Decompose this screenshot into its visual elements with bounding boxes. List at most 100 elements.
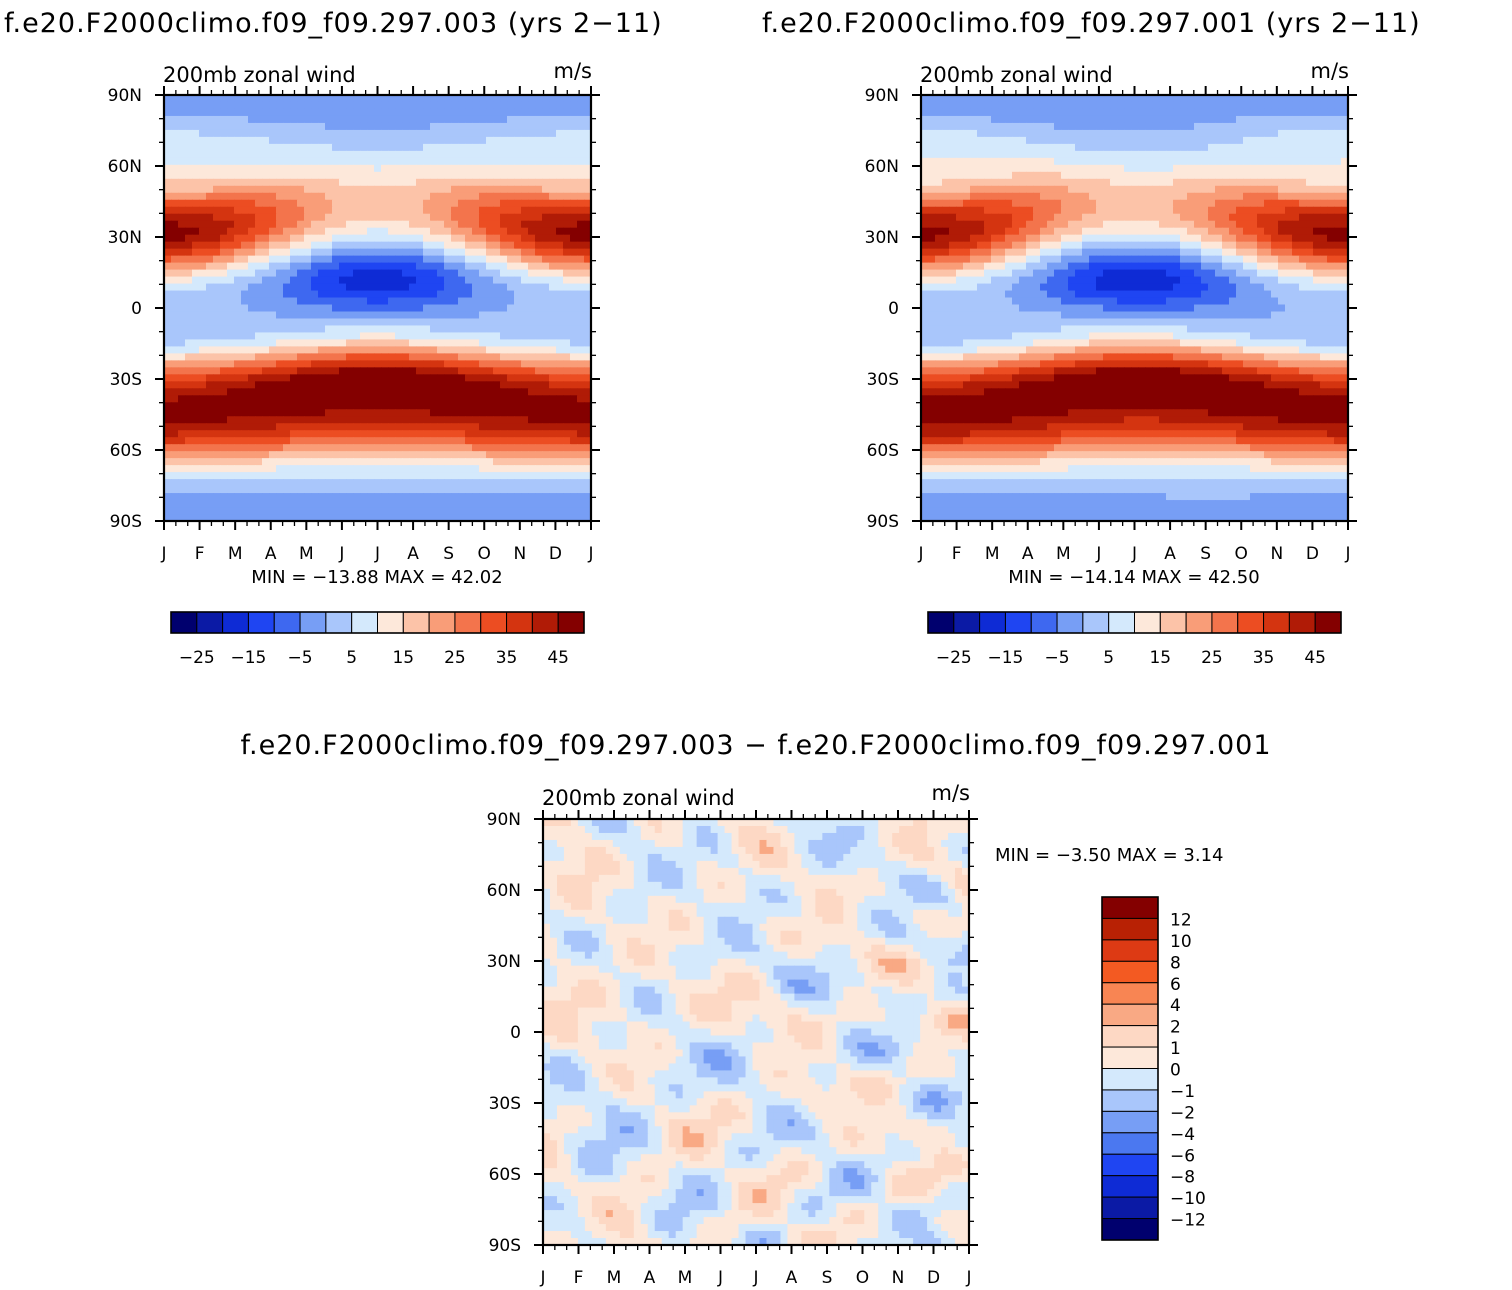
- field-cell: [227, 339, 235, 348]
- field-cell: [360, 479, 368, 487]
- field-cell: [360, 500, 368, 508]
- field-cell: [1047, 129, 1055, 138]
- field-cell: [304, 213, 312, 222]
- field-cell: [1313, 108, 1321, 117]
- field-cell: [416, 416, 424, 424]
- field-cell: [206, 360, 214, 368]
- field-cell: [234, 283, 242, 292]
- field-cell: [346, 199, 354, 208]
- field-cell: [1040, 164, 1048, 173]
- field-cell: [970, 115, 978, 124]
- field-cell: [1299, 171, 1307, 180]
- y-tick-label: 60S: [110, 441, 142, 461]
- field-cell: [213, 367, 221, 375]
- field-cell: [255, 374, 263, 382]
- field-cell: [549, 325, 557, 334]
- field-cell: [1208, 157, 1216, 166]
- field-cell: [1222, 136, 1230, 145]
- field-cell: [1075, 199, 1083, 208]
- field-cell: [444, 227, 452, 236]
- field-cell: [1341, 157, 1348, 166]
- field-cell: [1061, 192, 1069, 201]
- field-cell: [339, 178, 347, 187]
- field-cell: [297, 115, 305, 124]
- field-cell: [304, 409, 312, 417]
- field-cell: [584, 360, 591, 368]
- field-cell: [1075, 108, 1083, 117]
- field-cell: [325, 185, 333, 194]
- field-cell: [283, 136, 291, 145]
- field-cell: [1061, 150, 1069, 159]
- field-cell: [213, 283, 221, 292]
- field-cell: [1012, 136, 1020, 145]
- field-cell: [493, 479, 501, 487]
- field-cell: [570, 486, 578, 494]
- field-cell: [234, 220, 242, 229]
- field-cell: [276, 108, 284, 117]
- field-cell: [241, 283, 249, 292]
- field-cell: [535, 248, 543, 257]
- field-cell: [500, 381, 508, 389]
- field-cell: [942, 150, 950, 159]
- field-cell: [346, 129, 354, 138]
- field-cell: [1327, 199, 1335, 208]
- field-cell: [507, 143, 515, 152]
- field-cell: [192, 514, 200, 521]
- field-cell: [353, 416, 361, 424]
- field-cell: [472, 353, 480, 361]
- field-cell: [227, 241, 235, 250]
- field-cell: [528, 332, 536, 341]
- field-cell: [234, 465, 242, 473]
- field-cell: [1089, 136, 1097, 145]
- field-cell: [549, 129, 557, 138]
- colorbar-swatch: [273, 611, 301, 634]
- field-cell: [1236, 115, 1244, 124]
- field-cell: [1341, 150, 1348, 159]
- field-cell: [360, 472, 368, 480]
- field-cell: [465, 507, 473, 515]
- field-cell: [584, 95, 591, 103]
- field-cell: [458, 472, 466, 480]
- field-cell: [493, 150, 501, 159]
- field-cell: [1236, 157, 1244, 166]
- field-cell: [977, 213, 985, 222]
- field-cell: [472, 122, 480, 131]
- field-cell: [199, 304, 207, 313]
- field-cell: [213, 311, 221, 320]
- field-cell: [570, 325, 578, 334]
- field-cell: [549, 262, 557, 271]
- field-cell: [220, 115, 228, 124]
- field-cell: [276, 360, 284, 368]
- field-cell: [374, 206, 382, 215]
- field-cell: [192, 472, 200, 480]
- field-cell: [465, 430, 473, 438]
- field-cell: [423, 129, 431, 138]
- field-cell: [416, 108, 424, 117]
- field-cell: [416, 500, 424, 508]
- field-cell: [339, 115, 347, 124]
- field-cell: [318, 178, 326, 187]
- field-cell: [346, 304, 354, 313]
- field-cell: [255, 192, 263, 201]
- field-cell: [514, 346, 522, 354]
- field-cell: [367, 164, 375, 173]
- field-cell: [164, 255, 172, 264]
- field-cell: [1243, 95, 1251, 103]
- field-cell: [458, 311, 466, 320]
- field-cell: [178, 220, 186, 229]
- field-cell: [991, 164, 999, 173]
- field-cell: [984, 108, 992, 117]
- field-cell: [416, 493, 424, 501]
- field-cell: [241, 150, 249, 159]
- field-cell: [991, 213, 999, 222]
- field-cell: [1257, 150, 1265, 159]
- field-cell: [1313, 95, 1321, 103]
- field-cell: [248, 507, 256, 515]
- field-cell: [241, 262, 249, 271]
- field-cell: [1208, 164, 1216, 173]
- field-cell: [388, 136, 396, 145]
- field-cell: [304, 220, 312, 229]
- field-cell: [521, 157, 529, 166]
- field-cell: [437, 171, 445, 180]
- field-cell: [458, 269, 466, 278]
